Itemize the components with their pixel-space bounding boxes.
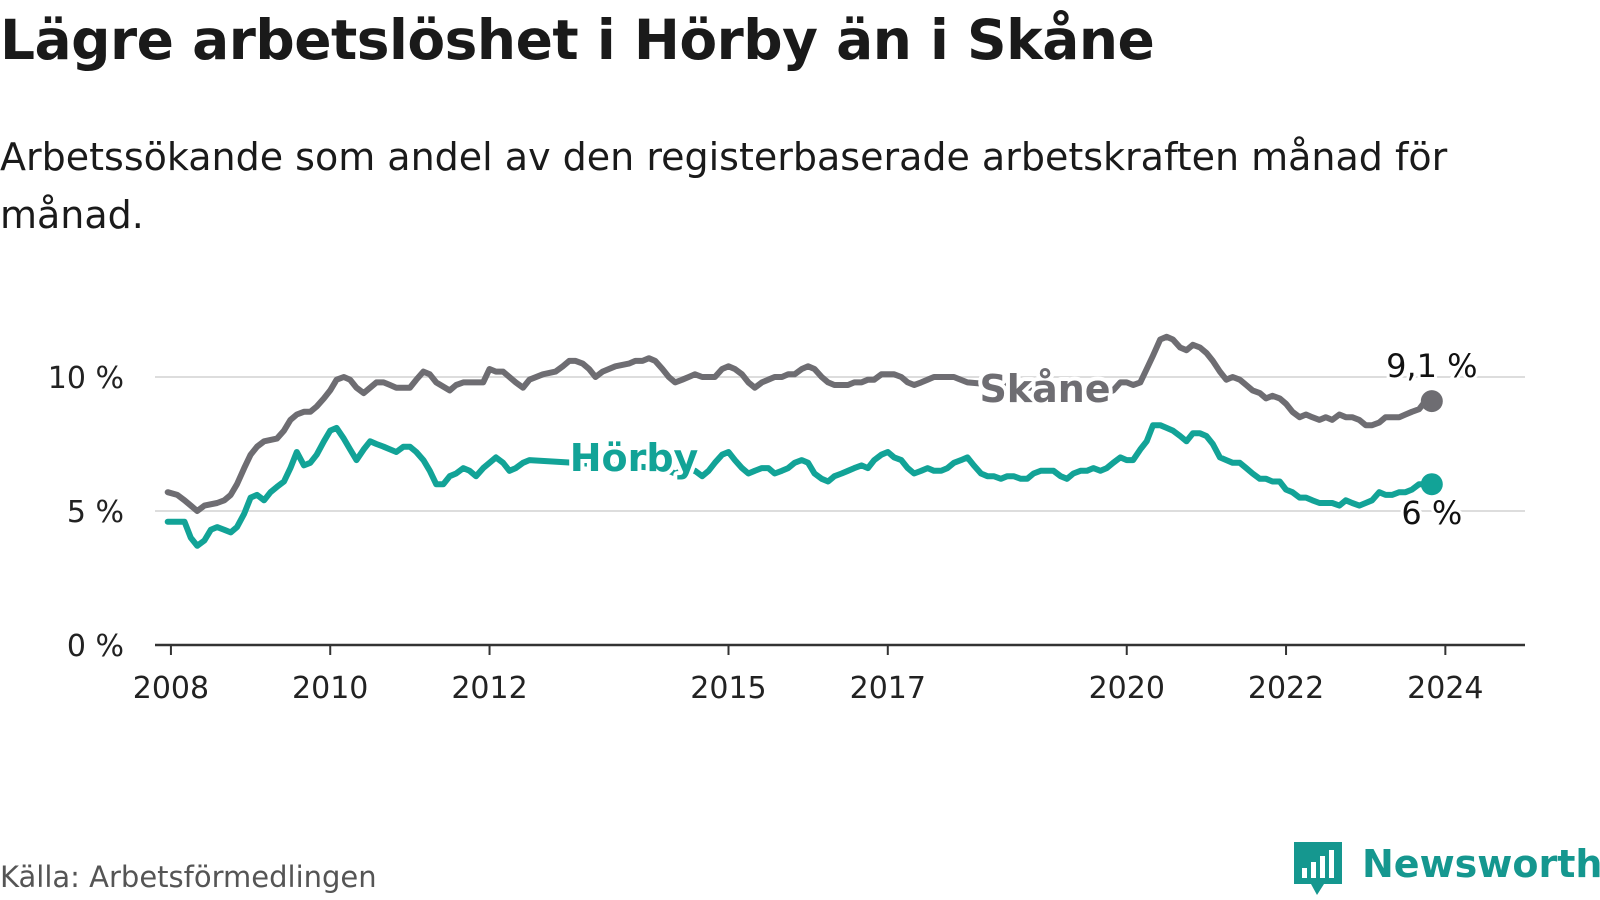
x-tick-label: 2022 (1248, 671, 1324, 706)
x-tick-label: 2020 (1089, 671, 1165, 706)
series-line-skane (164, 333, 1435, 514)
newsworthy-logo: Newsworthy (1290, 838, 1600, 898)
line-chart: 0 % 5 % 10 % 2008 2010 2012 2015 2017 2020 2022 20… (48, 333, 1525, 706)
x-tick-label: 2012 (451, 671, 527, 706)
chart-title: Lägre arbetslöshet i Hörby än i Skåne (0, 8, 1155, 72)
end-point-skane (1420, 390, 1443, 413)
newsworthy-logo-icon (1294, 842, 1342, 895)
end-point-horby (1420, 473, 1443, 496)
x-tick-label: 2024 (1407, 671, 1483, 706)
y-tick-label: 10 % (48, 361, 124, 396)
y-tick-label: 0 % (67, 629, 124, 664)
series-label-halo: Skåne (979, 367, 1110, 411)
brand-name: Newsworthy (1362, 842, 1600, 886)
end-label-skane: 9,1 % (1386, 347, 1477, 385)
x-tick-label: 2015 (690, 671, 766, 706)
series-line-horby (164, 422, 1435, 549)
x-tick-label: 2008 (133, 671, 209, 706)
chart-subtitle: Arbetssökande som andel av den registerb… (0, 135, 1448, 237)
source-note: Källa: Arbetsförmedlingen (0, 860, 377, 894)
end-label-horby: 6 % (1401, 494, 1462, 532)
series-label-skane: Skåne (979, 367, 1110, 411)
series-label-halo: Hörby (570, 436, 699, 480)
series-label-horby: Hörby (570, 436, 699, 480)
y-tick-label: 5 % (67, 495, 124, 530)
x-tick-label: 2017 (850, 671, 926, 706)
x-tick-label: 2010 (292, 671, 368, 706)
